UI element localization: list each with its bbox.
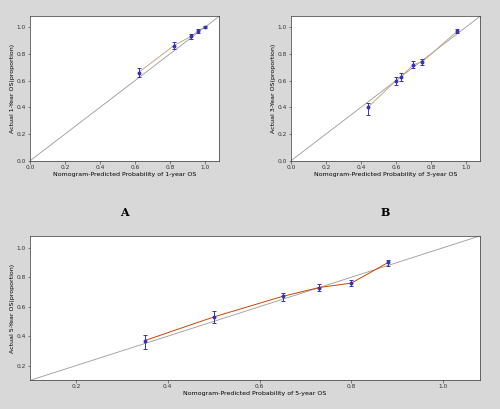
Y-axis label: Actual 5-Year OS(proportion): Actual 5-Year OS(proportion) <box>10 263 14 353</box>
Y-axis label: Actual 3-Year OS(proportion): Actual 3-Year OS(proportion) <box>270 44 276 133</box>
X-axis label: Nomogram-Predicted Probability of 3-year OS: Nomogram-Predicted Probability of 3-year… <box>314 172 457 177</box>
X-axis label: Nomogram-Predicted Probability of 1-year OS: Nomogram-Predicted Probability of 1-year… <box>53 172 196 177</box>
X-axis label: Nomogram-Predicted Probability of 5-year OS: Nomogram-Predicted Probability of 5-year… <box>184 391 326 396</box>
Y-axis label: Actual 1-Year OS(proportion): Actual 1-Year OS(proportion) <box>10 44 14 133</box>
Text: B: B <box>381 207 390 218</box>
Text: A: A <box>120 207 129 218</box>
